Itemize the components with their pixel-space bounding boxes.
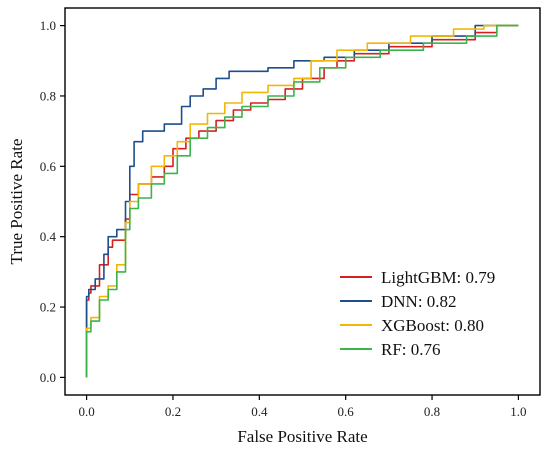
plot-frame bbox=[64, 7, 541, 396]
y-tick-label: 1.0 bbox=[40, 18, 56, 33]
legend-label: XGBoost: 0.80 bbox=[381, 316, 484, 335]
series-line-4 bbox=[85, 24, 519, 378]
y-tick-label: 0.2 bbox=[40, 300, 56, 315]
x-tick-label: 0.0 bbox=[78, 404, 94, 419]
y-tick-label: 0.8 bbox=[40, 88, 56, 103]
series-line-3 bbox=[85, 24, 519, 378]
y-tick-label: 0.0 bbox=[40, 370, 56, 385]
legend-label: DNN: 0.82 bbox=[381, 292, 457, 311]
x-tick-label: 0.6 bbox=[338, 404, 355, 419]
y-tick-label: 0.4 bbox=[40, 229, 57, 244]
series-layer bbox=[85, 24, 519, 378]
x-axis-title: False Positive Rate bbox=[237, 427, 367, 446]
legend-label: LightGBM: 0.79 bbox=[381, 268, 495, 287]
series-line-2 bbox=[85, 24, 519, 378]
legend: LightGBM: 0.79 DNN: 0.82 XGBoost: 0.80 RF: … bbox=[340, 268, 495, 359]
ticks-layer: 0.0 0.2 0.4 0.6 0.8 1.0 0.0 0.2 0.4 0.6 0.8 1.0 bbox=[40, 18, 527, 419]
y-tick-label: 0.6 bbox=[40, 159, 57, 174]
x-tick-label: 0.8 bbox=[424, 404, 440, 419]
y-axis-title: True Positive Rate bbox=[7, 139, 26, 265]
x-tick-label: 1.0 bbox=[510, 404, 526, 419]
x-tick-label: 0.4 bbox=[251, 404, 268, 419]
legend-label: RF: 0.76 bbox=[381, 340, 441, 359]
x-tick-label: 0.2 bbox=[165, 404, 181, 419]
